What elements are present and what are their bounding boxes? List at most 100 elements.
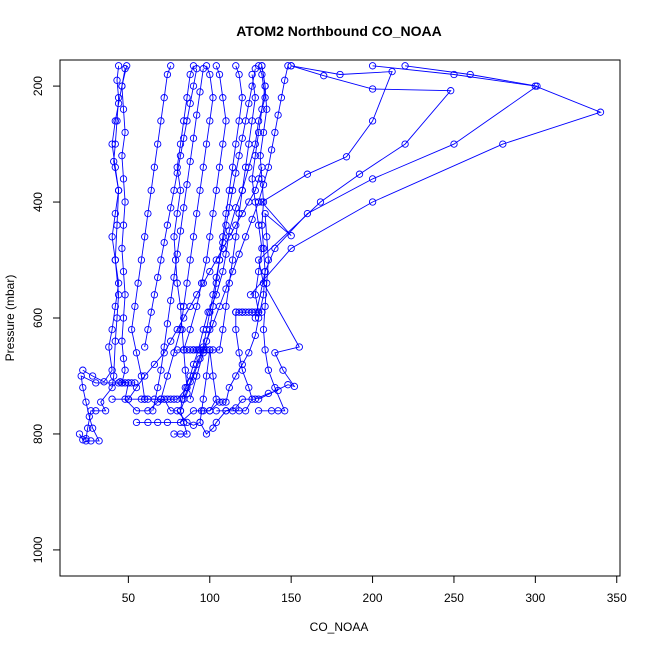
data-point <box>251 291 259 299</box>
data-point <box>183 418 191 427</box>
data-point <box>132 418 141 427</box>
data-point <box>251 186 259 195</box>
data-point <box>176 227 185 235</box>
data-point <box>261 346 269 354</box>
data-point <box>248 82 256 90</box>
data-point <box>167 204 175 212</box>
data-point <box>137 256 146 264</box>
data-point <box>450 140 458 148</box>
data-point <box>114 99 123 108</box>
data-point <box>212 279 220 287</box>
data-point <box>196 418 204 427</box>
data-point <box>206 308 214 316</box>
data-point <box>225 233 233 241</box>
data-point <box>596 108 605 116</box>
data-point <box>108 395 116 403</box>
data-point <box>118 244 126 253</box>
data-point <box>189 421 198 429</box>
data-point <box>111 256 119 264</box>
data-point <box>209 320 217 328</box>
data-point <box>228 267 237 276</box>
data-point <box>209 346 217 354</box>
data-point <box>84 424 92 432</box>
data-point <box>320 72 328 80</box>
x-tick-label: 50 <box>122 591 136 605</box>
data-point <box>251 395 259 403</box>
data-point <box>154 418 162 427</box>
series-line <box>152 68 204 411</box>
data-point <box>97 398 105 406</box>
data-point <box>248 70 256 79</box>
data-point <box>271 128 279 137</box>
data-point <box>271 349 279 357</box>
x-axis: 50 100 150 200 250 300 350 <box>122 575 627 605</box>
data-point <box>447 87 455 95</box>
data-point <box>245 140 253 148</box>
data-point <box>134 279 142 287</box>
data-point <box>183 279 191 287</box>
data-point <box>157 366 165 374</box>
data-point <box>279 366 287 374</box>
data-point <box>212 273 220 282</box>
data-point <box>127 379 136 387</box>
data-point <box>368 198 377 206</box>
series-20 <box>79 65 129 386</box>
data-point <box>228 186 237 195</box>
data-point <box>222 407 230 415</box>
data-point <box>209 94 217 102</box>
data-point <box>202 256 211 264</box>
data-point <box>209 424 217 432</box>
series-line <box>120 381 279 435</box>
data-point <box>259 128 268 137</box>
data-point <box>209 291 217 299</box>
data-point <box>287 232 295 240</box>
data-point <box>176 152 185 160</box>
data-point <box>193 111 201 119</box>
data-point <box>183 430 191 438</box>
data-point <box>232 169 240 177</box>
data-point <box>79 366 87 374</box>
data-point <box>232 140 240 148</box>
data-point <box>232 221 240 229</box>
data-point <box>232 62 240 70</box>
data-point <box>79 383 87 392</box>
data-point <box>206 70 214 79</box>
data-point <box>108 233 116 241</box>
data-point <box>238 395 246 403</box>
data-point <box>202 325 211 334</box>
data-point <box>92 379 100 387</box>
data-point <box>215 163 224 171</box>
data-point <box>245 383 253 392</box>
data-point <box>163 320 172 328</box>
x-tick-label: 150 <box>281 591 301 605</box>
data-point <box>206 267 214 276</box>
data-point <box>121 366 129 374</box>
data-point <box>193 291 201 299</box>
data-point <box>254 256 263 264</box>
data-point <box>222 250 230 258</box>
data-point <box>163 372 172 380</box>
series-line <box>80 65 128 442</box>
data-point <box>118 152 126 160</box>
data-point <box>176 140 185 148</box>
data-point <box>215 70 224 79</box>
data-point <box>111 209 119 218</box>
chart-title: ATOM2 Northbound CO_NOAA <box>236 23 442 39</box>
data-point <box>251 314 259 322</box>
data-point <box>173 279 181 287</box>
data-point <box>202 337 211 345</box>
data-point <box>219 398 227 406</box>
data-point <box>225 383 233 392</box>
data-point <box>466 70 474 79</box>
data-point <box>261 82 269 90</box>
data-point <box>259 244 268 253</box>
data-point <box>154 383 162 392</box>
data-point <box>245 99 253 108</box>
data-point <box>85 412 93 421</box>
data-point <box>132 383 141 392</box>
data-point <box>75 430 84 438</box>
x-tick-label: 100 <box>200 591 220 605</box>
data-point <box>401 140 409 148</box>
data-point <box>121 395 129 403</box>
